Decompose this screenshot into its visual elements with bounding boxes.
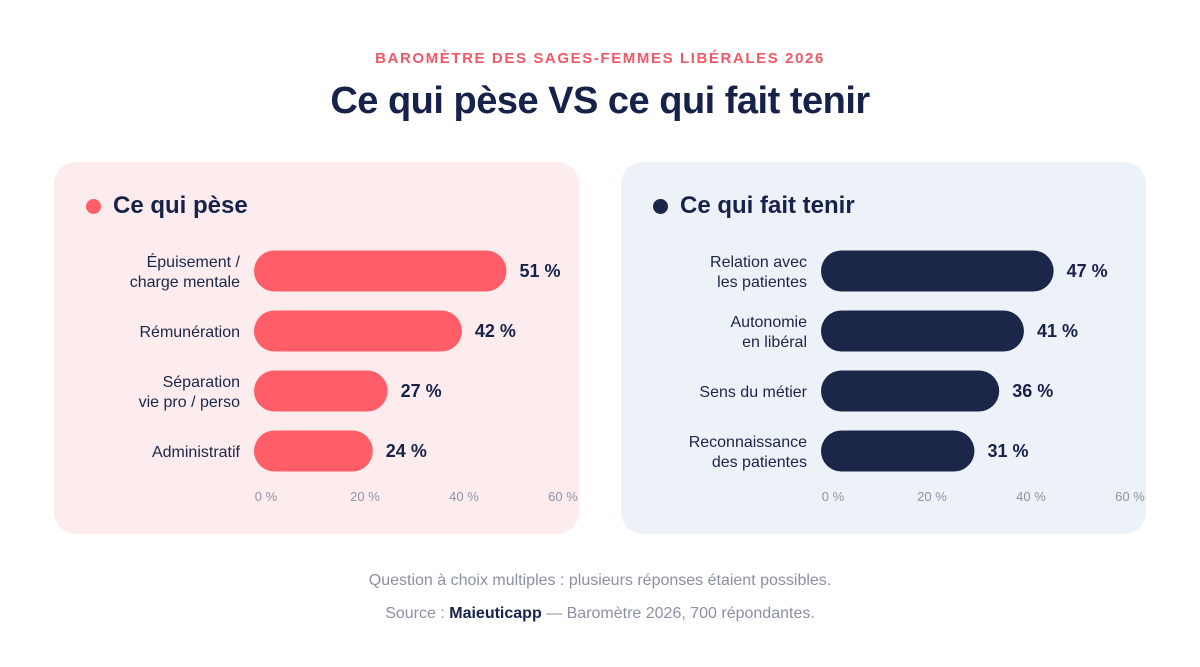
category-label: Sens du métier bbox=[699, 384, 807, 401]
kicker: BAROMÈTRE DES SAGES-FEMMES LIBÉRALES 202… bbox=[375, 50, 825, 67]
legend-dot-icon bbox=[653, 198, 668, 214]
category-label: Relation avec les patientes bbox=[710, 254, 807, 291]
legend-dot-icon bbox=[86, 198, 101, 214]
page-title: Ce qui pèse VS ce qui fait tenir bbox=[330, 80, 870, 122]
bar bbox=[254, 430, 373, 472]
bar-chart-supports: Relation avec les patientes 47 % Autonomie e… bbox=[689, 250, 1145, 504]
category-label: Rémunération bbox=[140, 324, 241, 341]
tick-label: 20 % bbox=[917, 489, 947, 504]
chart-panel-burdens: Ce qui pèse Épuisement / charge mentale 51… bbox=[54, 162, 579, 534]
footnote: Question à choix multiples : plusieurs r… bbox=[368, 572, 832, 589]
category-label: Épuisement / charge mentale bbox=[130, 252, 241, 291]
source-prefix: Source : bbox=[385, 605, 445, 622]
value-label: 31 % bbox=[987, 441, 1028, 461]
bar bbox=[821, 310, 1024, 352]
tick-label: 60 % bbox=[548, 489, 578, 504]
bar bbox=[821, 430, 975, 472]
value-label: 36 % bbox=[1012, 381, 1053, 401]
tick-label: 20 % bbox=[350, 489, 380, 504]
source-suffix: — Baromètre 2026, 700 répondantes. bbox=[546, 605, 815, 622]
panel-title: Ce qui pèse bbox=[113, 192, 248, 219]
value-label: 41 % bbox=[1037, 321, 1078, 341]
tick-label: 0 % bbox=[255, 489, 278, 504]
panel-header: Ce qui fait tenir bbox=[653, 192, 855, 220]
value-label: 51 % bbox=[519, 261, 560, 281]
panel-title: Ce qui fait tenir bbox=[680, 192, 855, 219]
tick-label: 40 % bbox=[1016, 489, 1046, 504]
tick-label: 0 % bbox=[822, 489, 845, 504]
category-label: Autonomie en libéral bbox=[731, 314, 808, 351]
value-label: 42 % bbox=[475, 321, 516, 341]
panel-header: Ce qui pèse bbox=[86, 192, 248, 220]
category-label: Administratif bbox=[152, 444, 241, 461]
source-line: Source : Maieuticapp — Baromètre 2026, 7… bbox=[0, 605, 1200, 623]
source-brand: Maieuticapp bbox=[449, 605, 542, 622]
value-label: 27 % bbox=[401, 381, 442, 401]
value-label: 24 % bbox=[386, 441, 427, 461]
category-label: Reconnaissance des patientes bbox=[689, 434, 807, 471]
tick-label: 40 % bbox=[449, 489, 479, 504]
bar-chart-burdens: Épuisement / charge mentale 51 % Rémunérati… bbox=[130, 250, 578, 504]
bar bbox=[254, 370, 388, 412]
category-label: Séparation vie pro / perso bbox=[139, 374, 240, 411]
bar bbox=[254, 310, 462, 352]
chart-panel-supports: Ce qui fait tenir Relation avec les patie… bbox=[621, 162, 1146, 534]
bar bbox=[254, 250, 507, 292]
value-label: 47 % bbox=[1067, 261, 1108, 281]
bar bbox=[821, 250, 1054, 292]
bar bbox=[821, 370, 1000, 412]
tick-label: 60 % bbox=[1115, 489, 1145, 504]
